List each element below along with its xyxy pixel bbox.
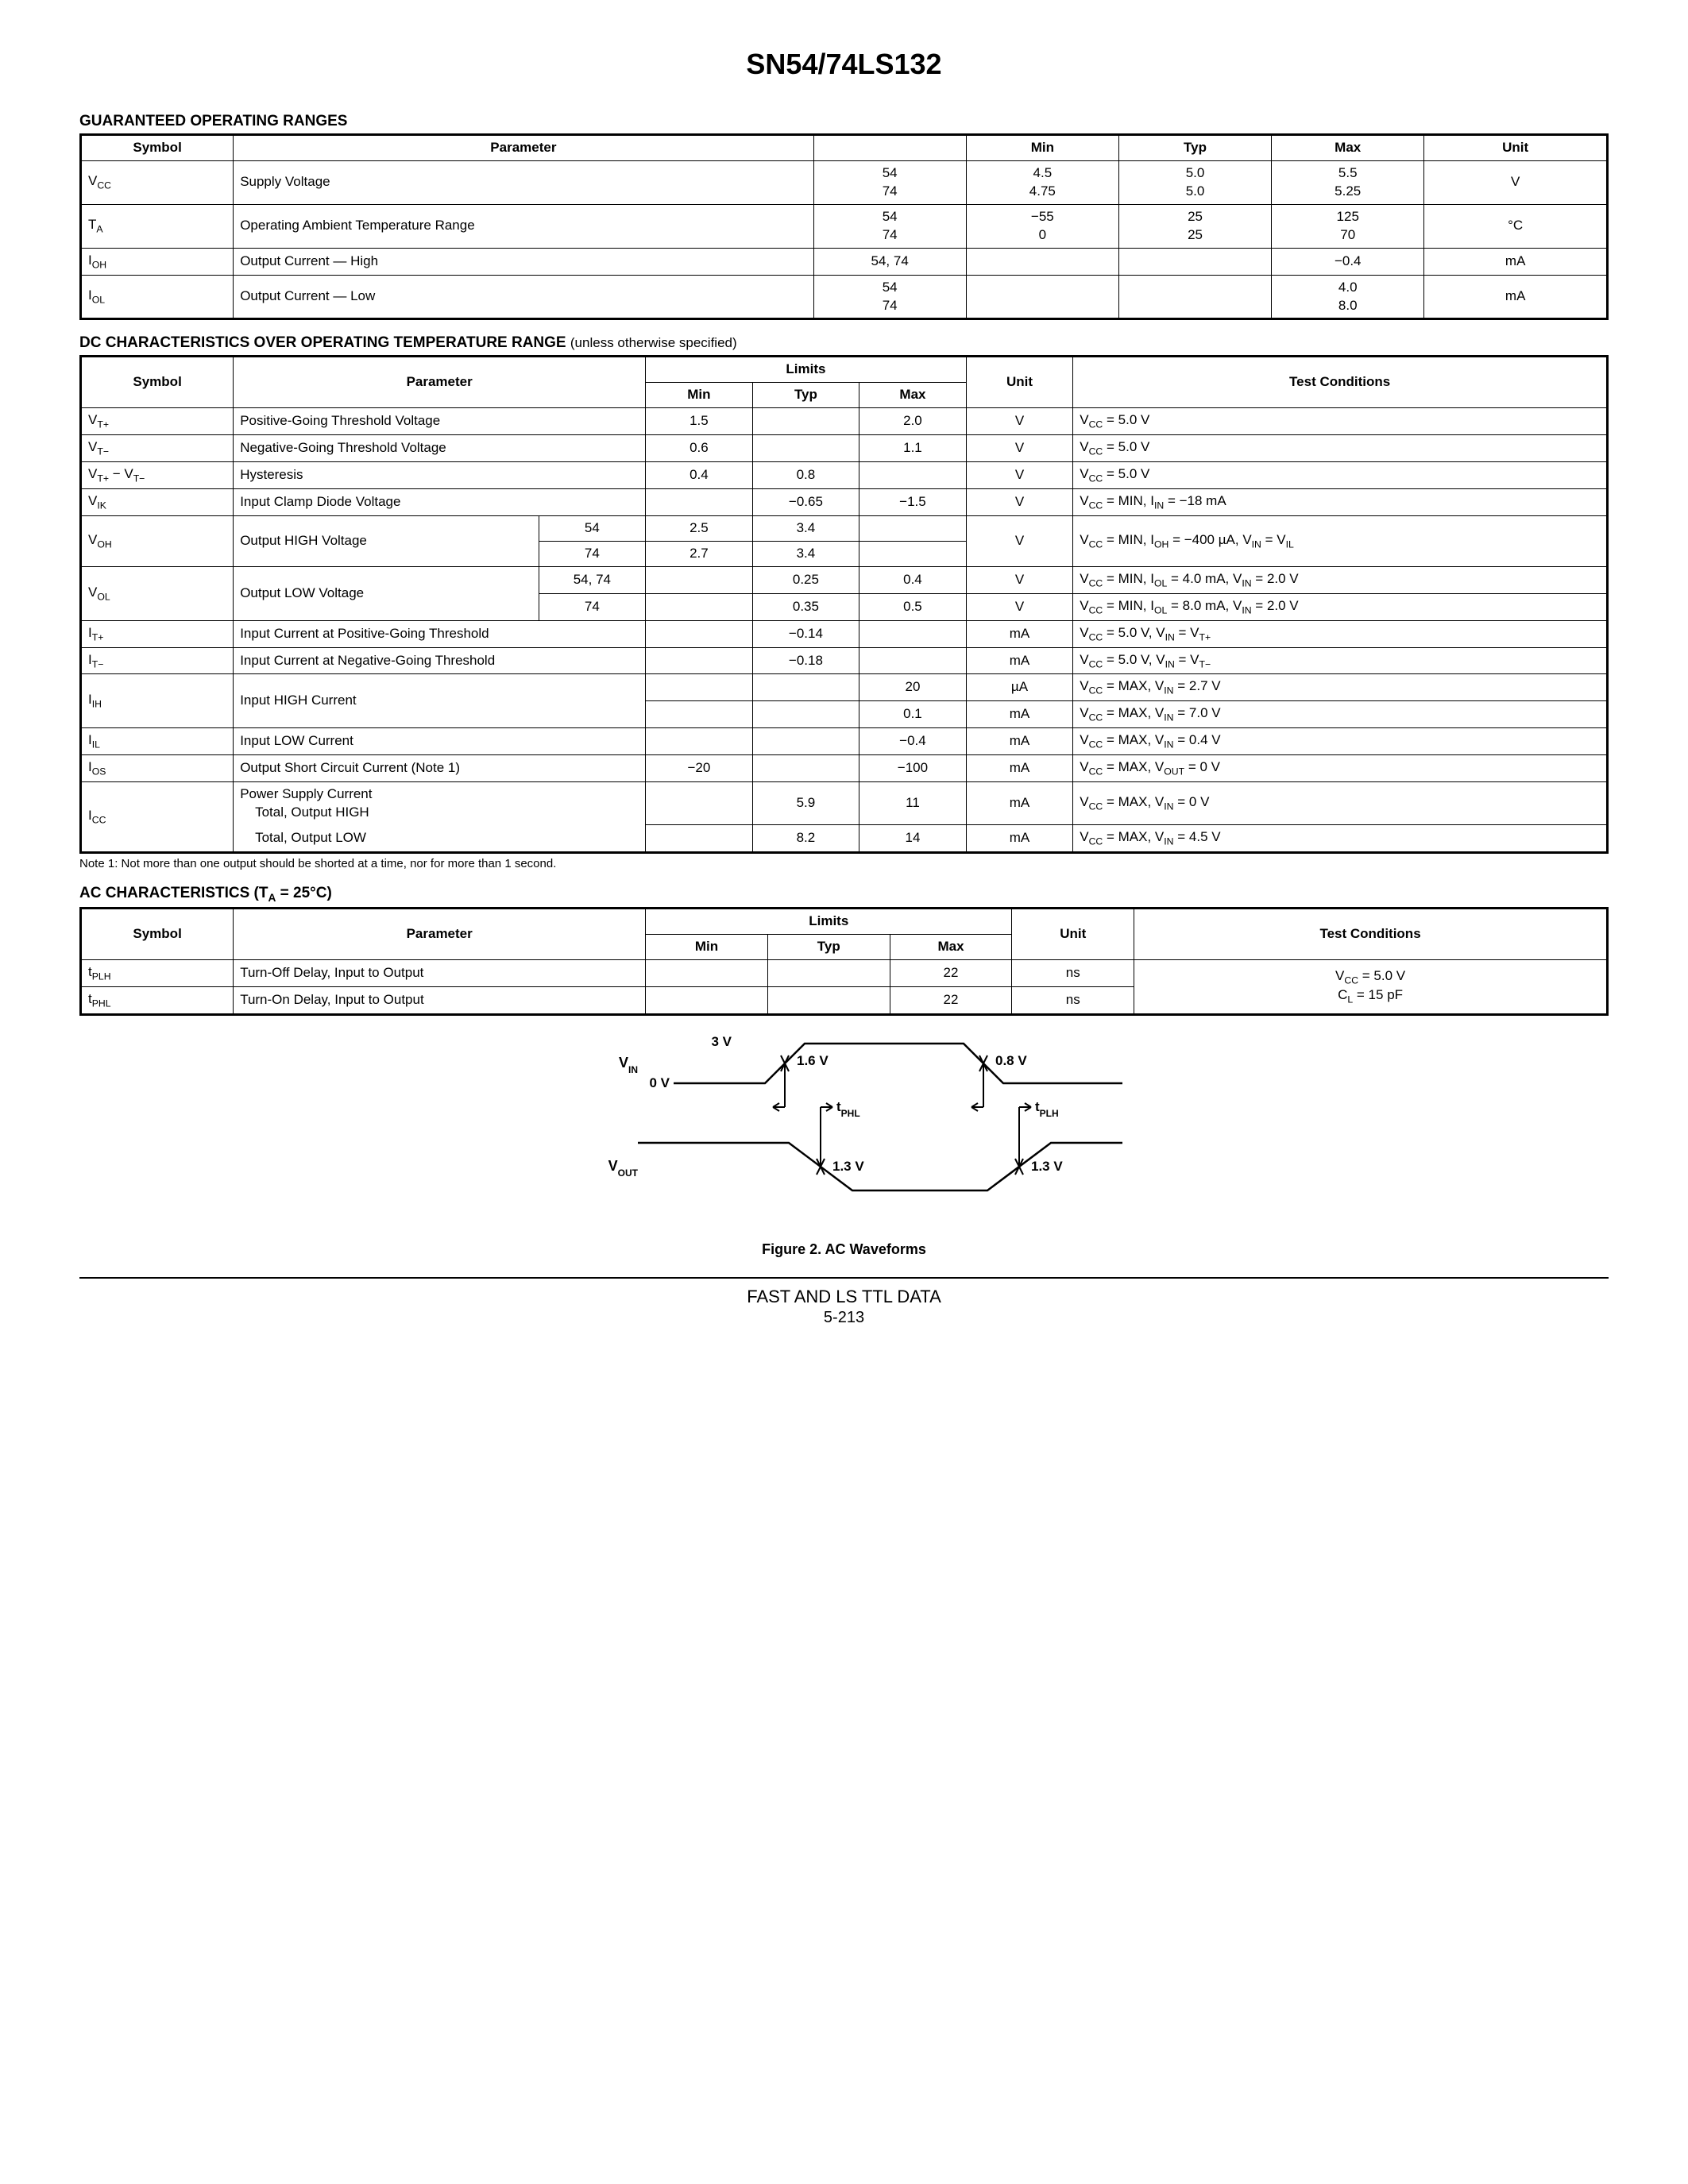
ac-h-symbol: Symbol — [81, 909, 234, 960]
table-row: IOLOutput Current — Low54744.08.0mA — [81, 275, 1608, 319]
table-row: tPLHTurn-Off Delay, Input to Output22nsV… — [81, 960, 1608, 987]
dc-heading-note: (unless otherwise specified) — [570, 335, 737, 350]
table-row: VIK Input Clamp Diode Voltage −0.65−1.5V… — [81, 489, 1608, 516]
ac-h-min: Min — [646, 935, 768, 960]
label-0.8v: 0.8 V — [995, 1053, 1027, 1068]
figure-caption: Figure 2. AC Waveforms — [79, 1241, 1609, 1258]
dc-h-tc: Test Conditions — [1073, 357, 1608, 408]
table-row: TAOperating Ambient Temperature Range547… — [81, 204, 1608, 248]
ac-waveform-diagram: 3 V 0 V VIN VOUT 1.6 V 0.8 V tPHL tPLH 1… — [79, 1032, 1609, 1230]
table-row: VT− Negative-Going Threshold Voltage 0.6… — [81, 435, 1608, 462]
label-tphl: tPHL — [836, 1099, 860, 1119]
ac-h-max: Max — [890, 935, 1012, 960]
gor-h-blank — [813, 135, 966, 161]
table-row: IT− Input Current at Negative-Going Thre… — [81, 647, 1608, 674]
label-1.3v-l: 1.3 V — [832, 1159, 864, 1174]
gor-h-typ: Typ — [1118, 135, 1271, 161]
label-1.3v-r: 1.3 V — [1031, 1159, 1063, 1174]
gor-h-symbol: Symbol — [81, 135, 234, 161]
label-vout: VOUT — [608, 1158, 638, 1179]
footer-text: FAST AND LS TTL DATA — [79, 1287, 1609, 1307]
dc-h-min: Min — [646, 383, 753, 408]
gor-h-param: Parameter — [234, 135, 813, 161]
dc-heading-text: DC CHARACTERISTICS OVER OPERATING TEMPER… — [79, 334, 566, 351]
gor-h-min: Min — [966, 135, 1118, 161]
table-row: Total, Output LOW 8.214mA VCC = MAX, VIN… — [81, 825, 1608, 853]
gor-h-unit: Unit — [1424, 135, 1608, 161]
ac-h-tc: Test Conditions — [1134, 909, 1608, 960]
dc-h-symbol: Symbol — [81, 357, 234, 408]
label-0v: 0 V — [649, 1075, 670, 1090]
table-row: VT+ − VT− Hysteresis 0.40.8V VCC = 5.0 V — [81, 462, 1608, 489]
label-tplh: tPLH — [1035, 1099, 1059, 1119]
gor-table: Symbol Parameter Min Typ Max Unit VCCSup… — [79, 133, 1609, 320]
dc-h-typ: Typ — [752, 383, 859, 408]
ac-table: Symbol Parameter Limits Unit Test Condit… — [79, 907, 1609, 1016]
table-row: VOH Output HIGH Voltage 542.53.4 V VCC =… — [81, 515, 1608, 541]
table-row: IT+ Input Current at Positive-Going Thre… — [81, 620, 1608, 647]
table-row: IOS Output Short Circuit Current (Note 1… — [81, 755, 1608, 782]
footer-rule — [79, 1277, 1609, 1279]
footer-page: 5-213 — [79, 1309, 1609, 1327]
label-vin: VIN — [618, 1055, 637, 1075]
dc-h-limits: Limits — [646, 357, 967, 383]
gor-h-max: Max — [1272, 135, 1424, 161]
ac-h-unit: Unit — [1012, 909, 1134, 960]
page-title: SN54/74LS132 — [79, 48, 1609, 81]
table-row: VOL Output LOW Voltage 54, 740.250.4V VC… — [81, 566, 1608, 593]
table-row: IIH Input HIGH Current 20µA VCC = MAX, V… — [81, 674, 1608, 701]
ac-heading: AC CHARACTERISTICS (TA = 25°C) — [79, 885, 1609, 904]
table-row: VT+ Positive-Going Threshold Voltage 1.5… — [81, 408, 1608, 435]
table-row: IOHOutput Current — High54, 74−0.4mA — [81, 248, 1608, 275]
dc-heading: DC CHARACTERISTICS OVER OPERATING TEMPER… — [79, 334, 1609, 352]
ac-h-typ: Typ — [767, 935, 890, 960]
gor-heading: GUARANTEED OPERATING RANGES — [79, 113, 1609, 130]
dc-h-param: Parameter — [234, 357, 646, 408]
dc-table: Symbol Parameter Limits Unit Test Condit… — [79, 355, 1609, 854]
dc-h-max: Max — [859, 383, 967, 408]
label-1.6v: 1.6 V — [797, 1053, 829, 1068]
label-3v: 3 V — [711, 1034, 732, 1049]
dc-footnote: Note 1: Not more than one output should … — [79, 857, 1609, 870]
ac-h-limits: Limits — [646, 909, 1012, 935]
dc-h-unit: Unit — [966, 357, 1073, 408]
table-row: IIL Input LOW Current −0.4mA VCC = MAX, … — [81, 728, 1608, 755]
table-row: ICC Power Supply Current Total, Output H… — [81, 782, 1608, 825]
ac-h-param: Parameter — [234, 909, 646, 960]
table-row: VCCSupply Voltage54744.54.755.05.05.55.2… — [81, 160, 1608, 204]
